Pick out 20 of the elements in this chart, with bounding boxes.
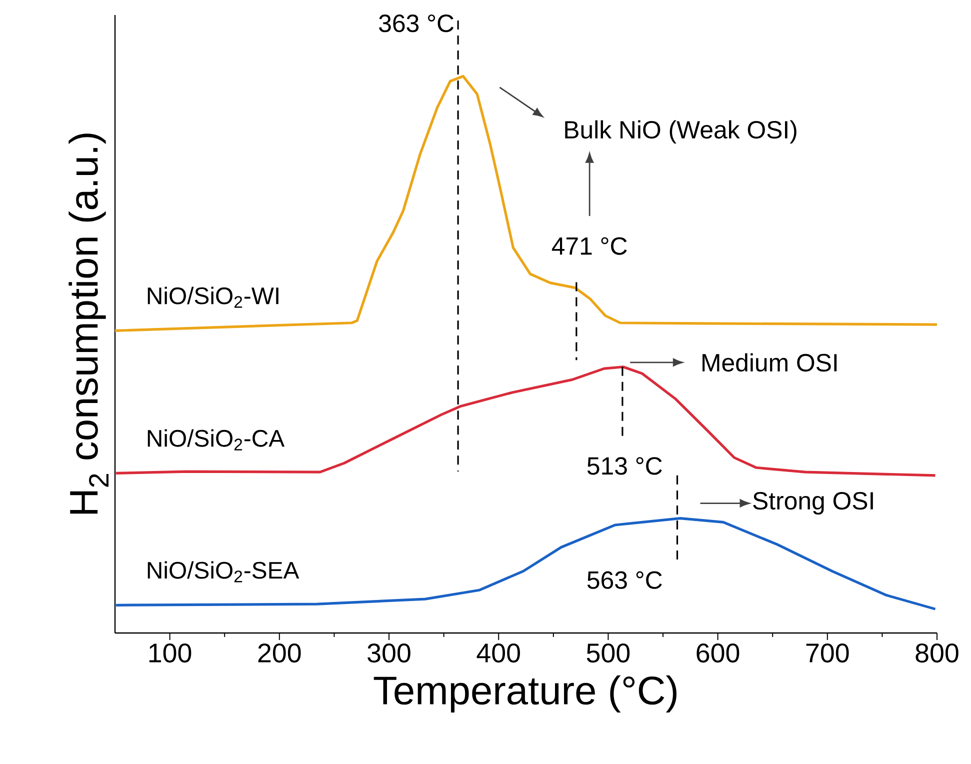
annotation: Strong OSI (753, 492, 873, 515)
x-tick-label: 500 (586, 644, 630, 663)
x-tick-label: 300 (368, 644, 410, 663)
series-label: NiO/SiO$_{2}$-CA (148, 429, 285, 450)
annotation: Bulk NiO (Weak OSI) (565, 120, 796, 144)
annotation: Medium OSI (702, 353, 837, 372)
x-tick-label: 600 (696, 644, 740, 663)
ref-line-label: 563 °C (587, 571, 662, 589)
x-tick-label: 800 (916, 644, 958, 663)
x-tick-label: 200 (258, 644, 301, 663)
x-tick-label: 400 (476, 644, 520, 663)
y-axis-title: H$_{2}$ consumption (a.u.) (68, 134, 108, 514)
x-axis-title: Temperature (°C) (374, 675, 676, 713)
series-label: NiO/SiO$_{2}$-WI (148, 286, 278, 308)
x-tick-label: 700 (806, 644, 849, 663)
ref-line-label: 471 °C (552, 237, 627, 255)
ref-line-label: 513 °C (587, 457, 662, 475)
ref-line-label: 363 °C (379, 14, 454, 32)
series-label: NiO/SiO$_{2}$-SEA (148, 561, 300, 582)
x-tick-label: 100 (149, 644, 192, 663)
